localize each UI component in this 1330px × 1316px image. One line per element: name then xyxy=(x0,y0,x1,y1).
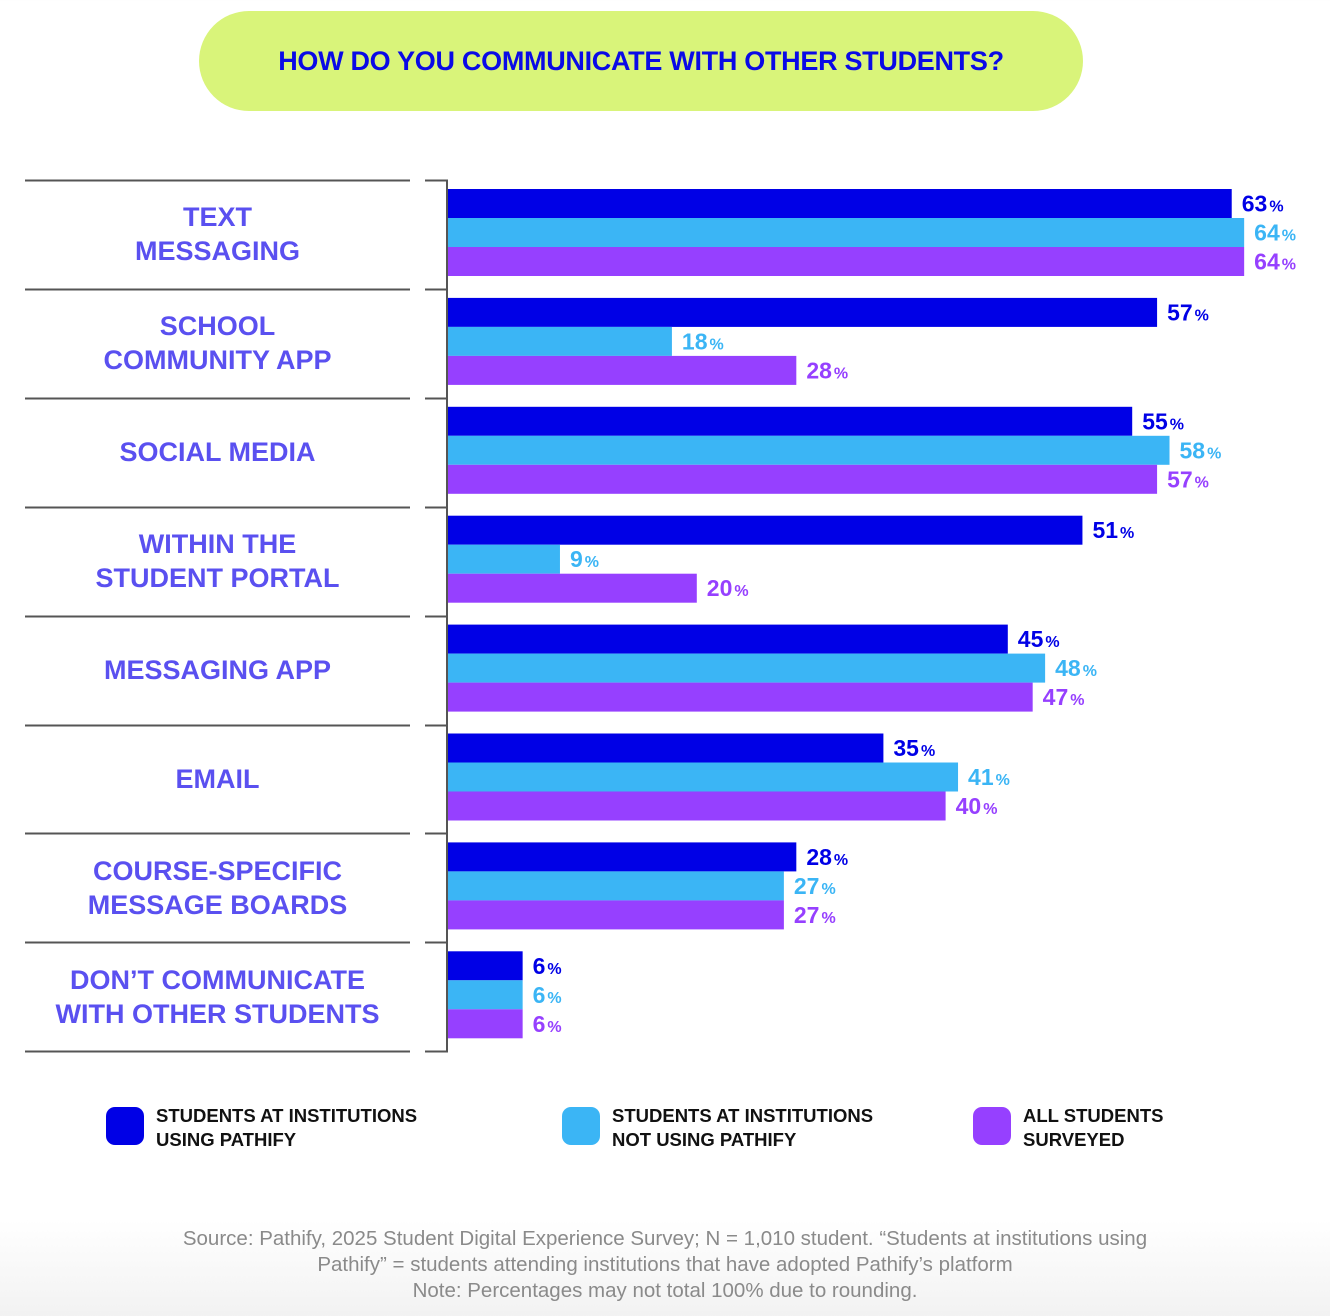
bar-not-using-pathify xyxy=(448,871,784,901)
bar-not-using-pathify xyxy=(448,653,1046,683)
category-label-line: COURSE-SPECIFIC xyxy=(92,855,342,886)
data-label-all-students: 64% xyxy=(1254,249,1296,275)
category-label: SOCIAL MEDIA xyxy=(25,398,410,507)
category-label-line: STUDENT PORTAL xyxy=(95,563,340,594)
data-label-all-students: 57% xyxy=(1167,466,1209,492)
category-label: WITHIN THE STUDENT PORTAL xyxy=(25,507,410,616)
category-label: SCHOOL COMMUNITY APP xyxy=(25,289,410,398)
data-label-all-students: 27% xyxy=(794,902,836,928)
bar-using-pathify xyxy=(448,624,1008,654)
legend-swatch-all-students xyxy=(973,1107,1011,1145)
data-label-not-using-pathify: 58% xyxy=(1180,437,1222,463)
data-label-not-using-pathify: 27% xyxy=(794,873,836,899)
bar-not-using-pathify xyxy=(448,980,523,1010)
bar-using-pathify xyxy=(448,842,797,872)
bar-all-students xyxy=(448,791,946,821)
category-label-line: EMAIL xyxy=(175,763,260,794)
category-label-line: COMMUNITY APP xyxy=(103,345,332,376)
data-label-all-students: 47% xyxy=(1043,684,1085,710)
bar-not-using-pathify xyxy=(448,762,959,792)
legend-label: ALL STUDENTS xyxy=(1023,1105,1164,1126)
bar-all-students xyxy=(448,900,784,930)
bar-using-pathify xyxy=(448,515,1083,545)
data-label-all-students: 28% xyxy=(806,357,848,383)
bar-all-students xyxy=(448,355,797,385)
data-label-using-pathify: 57% xyxy=(1167,299,1209,325)
bar-all-students xyxy=(448,247,1245,276)
data-label-not-using-pathify: 9% xyxy=(570,546,599,572)
bar-using-pathify xyxy=(448,406,1133,436)
bar-using-pathify xyxy=(448,733,884,763)
source-note: Source: Pathify, 2025 Student Digital Ex… xyxy=(0,1226,1330,1304)
bar-all-students xyxy=(448,682,1033,712)
bar-all-students xyxy=(448,1009,523,1039)
data-label-all-students: 6% xyxy=(533,1011,562,1037)
legend-item-not-using-pathify: STUDENTS AT INSTITUTIONS NOT USING PATHI… xyxy=(562,1104,932,1152)
bar-chart: 63 % 64 % 64 % 57 % 18 % 28 % 55 % 58 % 57 % 51 % 9 % 20 % 45 % 48… xyxy=(25,179,1296,1053)
data-label-not-using-pathify: 64% xyxy=(1254,220,1296,246)
bar-all-students xyxy=(448,573,697,603)
source-line-1: Source: Pathify, 2025 Student Digital Ex… xyxy=(182,1227,1148,1250)
category-label: TEXT MESSAGING xyxy=(25,180,410,289)
source-line-3: Note: Percentages may not total 100% due… xyxy=(412,1279,918,1302)
category-label-line: MESSAGING APP xyxy=(103,655,332,686)
bar-not-using-pathify xyxy=(448,218,1245,247)
legend-label: SURVEYED xyxy=(1023,1129,1125,1150)
category-label: EMAIL xyxy=(25,725,410,834)
legend-swatch-using-pathify xyxy=(106,1107,144,1145)
data-label-using-pathify: 55% xyxy=(1142,408,1184,434)
data-label-using-pathify: 6% xyxy=(533,953,562,979)
legend-label: NOT USING PATHIFY xyxy=(612,1129,797,1150)
bar-all-students xyxy=(448,464,1158,494)
bar-not-using-pathify xyxy=(448,435,1170,465)
category-label: COURSE-SPECIFIC MESSAGE BOARDS xyxy=(25,833,410,942)
legend-item-all-students: ALL STUDENTS SURVEYED xyxy=(973,1104,1330,1152)
data-label-using-pathify: 51% xyxy=(1092,517,1134,543)
data-label-all-students: 20% xyxy=(707,575,749,601)
bar-using-pathify xyxy=(448,297,1158,327)
bar-not-using-pathify xyxy=(448,326,672,356)
category-label-line: WITH OTHER STUDENTS xyxy=(55,998,380,1029)
category-label: MESSAGING APP xyxy=(25,616,410,725)
category-label: DON’T COMMUNICATE WITH OTHER STUDENTS xyxy=(25,942,410,1051)
title-banner: HOW DO YOU COMMUNICATE WITH OTHER STUDEN… xyxy=(199,11,1083,111)
category-label-line: DON’T COMMUNICATE xyxy=(70,964,365,995)
chart-title: HOW DO YOU COMMUNICATE WITH OTHER STUDEN… xyxy=(278,45,1004,76)
category-label-line: WITHIN THE xyxy=(138,529,297,560)
bar-not-using-pathify xyxy=(448,544,560,574)
legend-label: USING PATHIFY xyxy=(156,1129,297,1150)
legend-item-using-pathify: STUDENTS AT INSTITUTIONS USING PATHIFY xyxy=(106,1104,476,1152)
legend-label: STUDENTS AT INSTITUTIONS xyxy=(612,1105,874,1126)
data-label-not-using-pathify: 48% xyxy=(1055,655,1097,681)
legend-label: STUDENTS AT INSTITUTIONS xyxy=(156,1105,418,1126)
category-label-line: SCHOOL xyxy=(159,311,276,342)
category-label-line: SOCIAL MEDIA xyxy=(119,437,316,468)
data-label-using-pathify: 45% xyxy=(1018,626,1060,652)
category-label-line: TEXT xyxy=(182,202,252,233)
category-label-line: MESSAGE BOARDS xyxy=(87,889,348,920)
data-label-using-pathify: 63% xyxy=(1242,191,1284,217)
data-label-not-using-pathify: 6% xyxy=(533,982,562,1008)
source-line-2: Pathify” = students attending institutio… xyxy=(317,1253,1013,1276)
data-label-not-using-pathify: 18% xyxy=(682,328,724,354)
bar-using-pathify xyxy=(448,189,1232,218)
category-label-line: MESSAGING xyxy=(134,236,301,267)
data-label-using-pathify: 35% xyxy=(893,735,935,761)
data-label-all-students: 40% xyxy=(956,793,998,819)
legend-swatch-not-using-pathify xyxy=(562,1107,600,1145)
data-label-not-using-pathify: 41% xyxy=(968,764,1010,790)
data-label-using-pathify: 28% xyxy=(806,844,848,870)
bar-using-pathify xyxy=(448,951,523,981)
